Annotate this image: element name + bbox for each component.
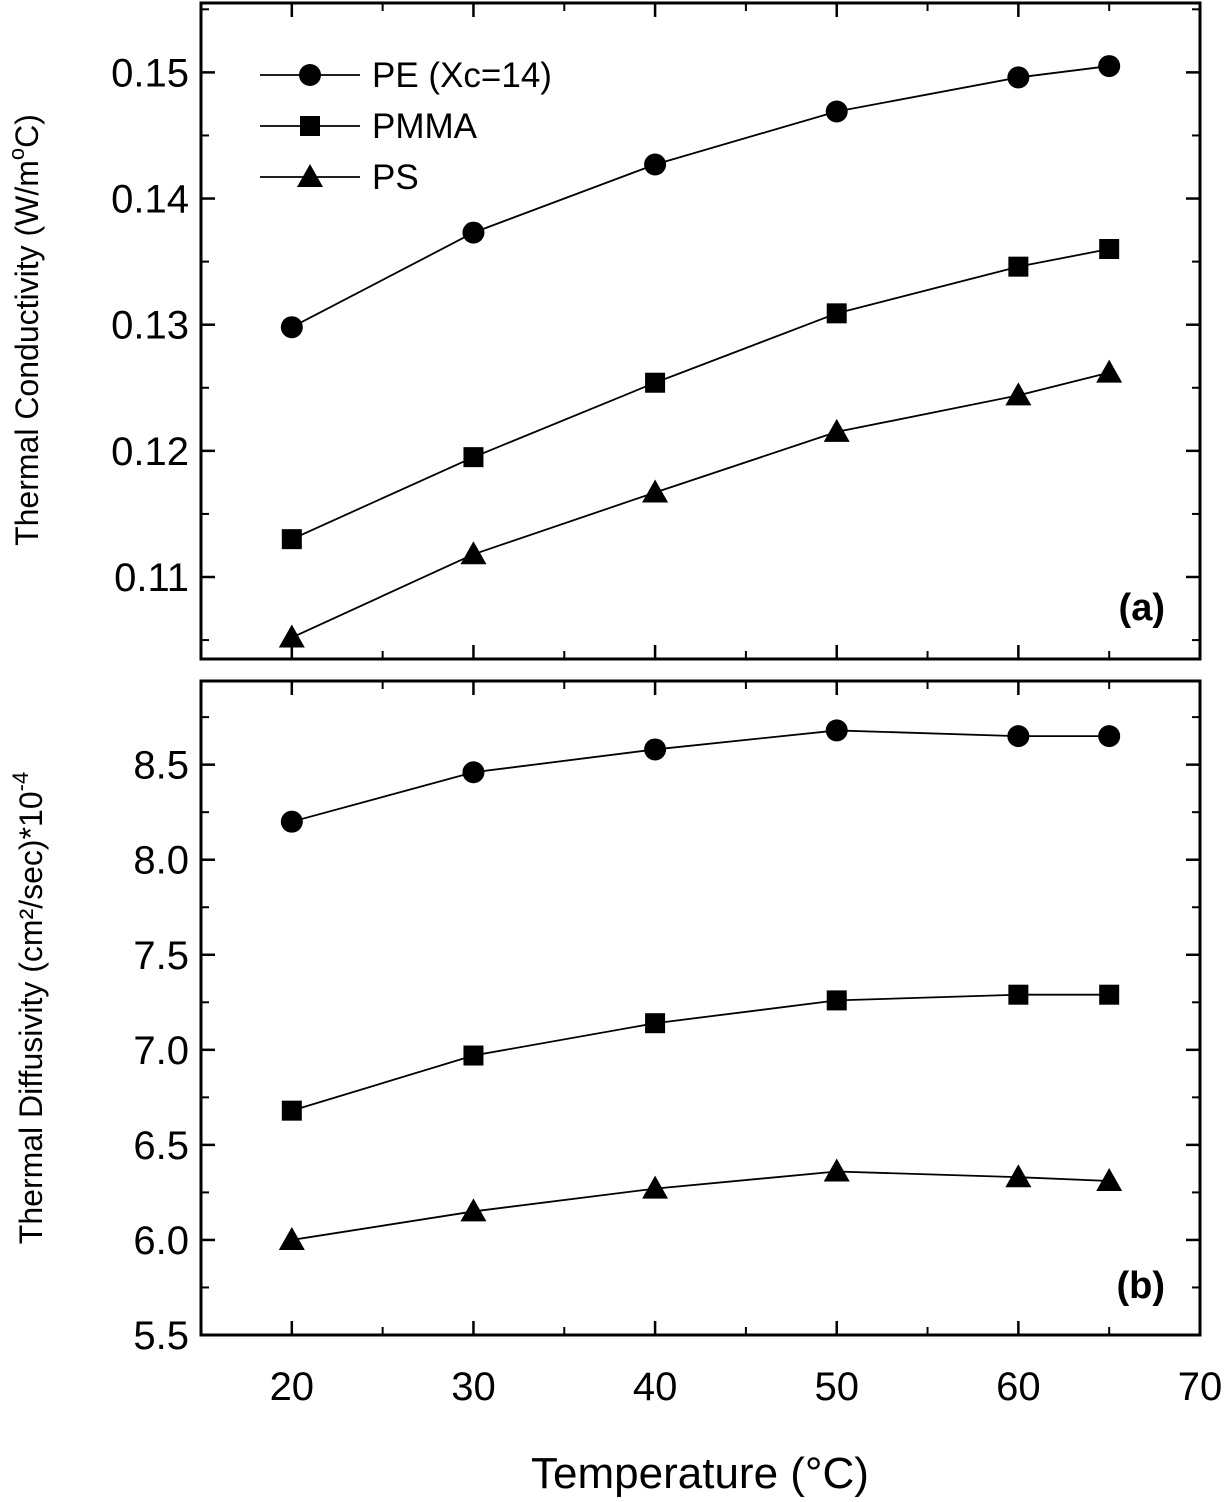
data-point-circle [644,153,667,176]
series-line-square [291,993,1110,1112]
panel-b-y-axis-title: Thermal Diffusivity (cm²/sec)*10-4 [8,772,49,1244]
y-tick-label: 8.5 [133,744,189,788]
data-point-circle [280,316,303,339]
data-point-square [1099,239,1120,259]
data-point-square [826,303,847,324]
data-point-circle [462,761,485,784]
legend: PE (Xc=14) PMMA PS [260,56,552,197]
x-tick-label: 20 [270,1365,315,1409]
legend-label: PS [372,158,419,197]
data-point-square [645,1013,666,1034]
data-point-circle [825,100,848,123]
panel-a-y-axis-title-sup: o [4,148,29,160]
data-point-square [826,990,847,1011]
panel-a-series [278,55,1123,648]
data-point-triangle [823,1158,850,1182]
data-point-triangle [278,1226,305,1250]
y-tick-label: 0.13 [111,304,189,348]
legend-label: PMMA [372,107,478,146]
x-axis: 20 30 40 50 60 70 [270,1365,1223,1409]
data-point-square [463,1045,484,1066]
data-point-circle [1007,66,1030,89]
panel-b-y-axis-title-sup: -4 [8,772,33,792]
panel-a-frame [199,1,1202,661]
y-tick-label: 8.0 [133,839,189,883]
y-tick-label: 7.5 [133,934,189,978]
panel-a-thermal-conductivity: 0.11 0.12 0.13 0.14 0.15 PE (Xc=14) PMMA PS (a… [4,1,1202,661]
data-point-triangle [460,541,487,565]
panel-b-frame [199,679,1202,1337]
series-line-triangle [291,1170,1110,1241]
data-point-square [1008,256,1029,277]
panel-b-label: (b) [1116,1265,1165,1307]
data-point-square [645,372,666,393]
data-point-square [463,447,484,468]
x-tick-label: 60 [996,1365,1041,1409]
series-line-triangle [291,371,1110,639]
x-tick-label: 40 [633,1365,678,1409]
data-point-circle [644,738,667,761]
y-tick-label: 6.0 [133,1219,189,1263]
legend-marker-triangle [297,164,323,187]
data-point-triangle [1005,1164,1032,1188]
panel-b-thermal-diffusivity: 5.5 6.0 6.5 7.0 7.5 8.0 8.5 (b) Thermal Diffus… [8,679,1202,1358]
data-point-circle [1098,55,1121,78]
y-tick-label: 7.0 [133,1029,189,1073]
series-line-circle [291,65,1110,329]
data-point-triangle [278,624,305,648]
data-point-circle [1098,725,1121,748]
data-point-triangle [642,1175,669,1199]
panel-a-y-axis-title-main: Thermal Conductivity (W/m [9,160,45,546]
y-tick-label: 0.15 [111,51,189,95]
data-point-square [1008,984,1029,1005]
data-point-square [281,529,302,550]
y-tick-label: 6.5 [133,1124,189,1168]
panel-b-y-axis-title-main: Thermal Diffusivity (cm²/sec)*10 [13,791,49,1244]
data-point-square [281,1100,302,1121]
y-tick-label: 0.12 [111,430,189,474]
x-axis-title: Temperature (°C) [531,1449,869,1498]
y-tick-label: 0.14 [111,178,189,222]
x-tick-label: 30 [451,1365,496,1409]
data-point-square [1099,984,1120,1005]
legend-marker-square [300,116,320,136]
series-line-circle [291,729,1110,823]
data-point-triangle [1005,382,1032,406]
data-point-triangle [1096,359,1123,383]
data-point-triangle [642,479,669,503]
data-point-triangle [1096,1168,1123,1192]
panel-b-ticks: 5.5 6.0 6.5 7.0 7.5 8.0 8.5 [133,681,1202,1358]
panel-a-label: (a) [1119,587,1165,629]
panel-a-ticks: 0.11 0.12 0.13 0.14 0.15 [111,3,1202,659]
data-point-triangle [460,1198,487,1222]
legend-label: PE (Xc=14) [372,56,552,95]
data-point-triangle [823,418,850,442]
x-tick-label: 50 [814,1365,859,1409]
panel-b-series [278,719,1123,1250]
data-point-circle [1007,725,1030,748]
panel-a-y-axis-title-tail: C) [9,114,45,148]
y-tick-label: 0.11 [114,556,189,600]
data-point-circle [462,221,485,244]
y-tick-label: 5.5 [133,1314,189,1358]
data-point-circle [825,719,848,742]
x-tick-label: 70 [1178,1365,1223,1409]
legend-marker-circle [299,64,321,86]
panel-a-y-axis-title: Thermal Conductivity (W/moC) [4,114,45,546]
series-line-square [291,248,1110,540]
data-point-circle [280,810,303,833]
